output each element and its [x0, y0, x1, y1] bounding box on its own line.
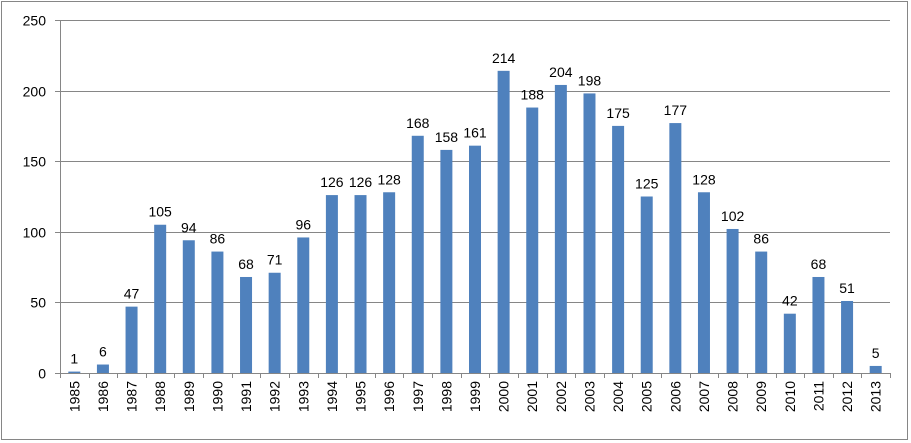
bar-1987 — [125, 306, 138, 373]
bar-2003 — [583, 93, 596, 373]
x-tick-label: 1994 — [324, 381, 340, 412]
bar-2001 — [526, 107, 539, 373]
x-tick-label: 2006 — [667, 381, 683, 412]
bar-2000 — [497, 70, 510, 373]
data-label: 128 — [692, 171, 716, 187]
x-tick-label: 2008 — [725, 381, 741, 412]
bar-2013 — [869, 365, 882, 373]
y-tick-label: 250 — [23, 13, 47, 29]
bar-1995 — [354, 195, 367, 373]
y-tick-label: 150 — [23, 154, 47, 170]
bar-1997 — [411, 135, 424, 373]
x-tick-label: 2002 — [553, 381, 569, 412]
bar-1988 — [154, 224, 167, 373]
bar-2011 — [812, 276, 825, 373]
data-label: 96 — [295, 216, 311, 232]
x-tick-label: 1992 — [267, 381, 283, 412]
data-label: 51 — [839, 280, 855, 296]
x-tick-label: 1990 — [209, 381, 225, 412]
data-label: 94 — [181, 219, 197, 235]
data-label: 158 — [435, 129, 459, 145]
data-label: 68 — [811, 256, 827, 272]
x-tick-label: 1995 — [353, 381, 369, 412]
data-label: 188 — [521, 87, 545, 103]
x-tick-label: 1988 — [152, 381, 168, 412]
data-label: 214 — [492, 50, 516, 66]
y-tick-label: 0 — [38, 366, 46, 382]
y-tick-label: 200 — [23, 84, 47, 100]
x-tick-label: 2013 — [868, 381, 884, 412]
data-label: 198 — [578, 72, 602, 88]
bar-2006 — [669, 123, 682, 374]
data-label: 5 — [872, 345, 880, 361]
data-label: 128 — [377, 171, 401, 187]
data-label: 1 — [70, 351, 78, 367]
bar-1990 — [211, 251, 224, 373]
bar-2010 — [783, 313, 796, 373]
data-label: 102 — [721, 208, 745, 224]
data-label: 175 — [606, 105, 630, 121]
x-tick-label: 2001 — [524, 381, 540, 412]
bar-1986 — [96, 364, 109, 373]
x-tick-label: 1991 — [238, 381, 254, 412]
data-label: 204 — [549, 64, 573, 80]
data-label: 126 — [349, 174, 373, 190]
bar-2004 — [612, 125, 625, 374]
y-tick-label: 50 — [30, 295, 46, 311]
data-label: 86 — [210, 231, 226, 247]
x-tick-label: 2003 — [581, 381, 597, 412]
x-tick-label: 1998 — [438, 381, 454, 412]
x-tick-label: 1996 — [381, 381, 397, 412]
bar-1991 — [240, 276, 253, 373]
data-label: 126 — [320, 174, 344, 190]
data-label: 6 — [99, 344, 107, 360]
x-tick-label: 2004 — [610, 381, 626, 412]
data-label: 71 — [267, 252, 283, 268]
x-tick-label: 1987 — [124, 381, 140, 412]
x-tick-label: 1993 — [295, 381, 311, 412]
x-tick-label: 1989 — [181, 381, 197, 412]
bar-1998 — [440, 149, 453, 373]
x-tick-label: 2012 — [839, 381, 855, 412]
bar-1996 — [383, 192, 396, 373]
data-label: 168 — [406, 115, 430, 131]
x-tick-label: 2011 — [810, 381, 826, 411]
x-tick-label: 1986 — [95, 381, 111, 412]
bar-1992 — [268, 272, 281, 373]
bar-1994 — [325, 195, 338, 373]
bar-2009 — [755, 251, 768, 373]
x-tick-label: 2005 — [639, 381, 655, 412]
x-tick-label: 2000 — [496, 381, 512, 412]
y-tick-label: 100 — [23, 225, 47, 241]
bar-1985 — [68, 371, 81, 373]
bar-2007 — [697, 192, 710, 373]
x-tick-label: 1997 — [410, 381, 426, 412]
data-label: 68 — [238, 256, 254, 272]
x-tick-label: 2010 — [782, 381, 798, 412]
bar-1989 — [182, 240, 195, 373]
data-label: 177 — [664, 102, 688, 118]
bar-1993 — [297, 237, 310, 373]
data-label: 86 — [753, 231, 769, 247]
data-label: 125 — [635, 176, 659, 192]
data-label: 47 — [124, 286, 140, 302]
x-tick-label: 1985 — [66, 381, 82, 412]
data-label: 161 — [463, 125, 487, 141]
data-label: 42 — [782, 293, 798, 309]
bar-1999 — [469, 145, 481, 373]
bar-2002 — [554, 84, 567, 374]
x-tick-label: 2009 — [753, 381, 769, 412]
data-label: 105 — [148, 204, 172, 220]
bar-2005 — [640, 196, 653, 373]
x-tick-label: 1999 — [467, 381, 483, 412]
x-tick-label: 2007 — [696, 381, 712, 412]
bar-2012 — [841, 300, 854, 373]
bar-2008 — [726, 228, 739, 373]
